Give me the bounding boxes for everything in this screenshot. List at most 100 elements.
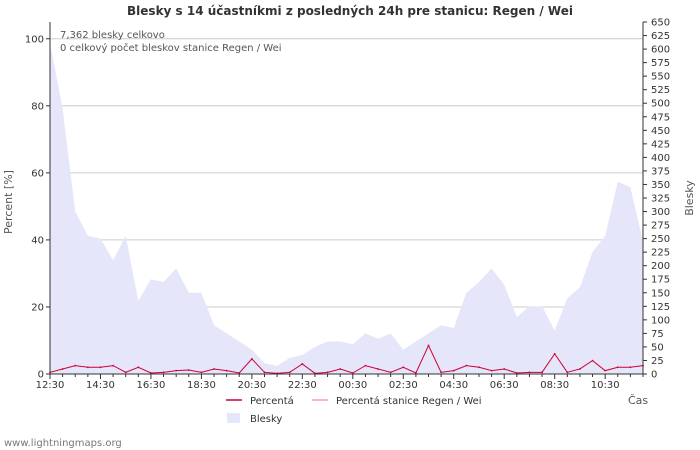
x-tick-label: 22:30 (288, 380, 317, 391)
y-right-tick-label: 225 (651, 248, 670, 259)
data-point-percenta (112, 364, 114, 367)
legend-label-percenta: Percentá (250, 395, 294, 407)
data-point-percenta (326, 371, 329, 374)
y-right-tick-label: 500 (651, 99, 670, 110)
data-point-percenta (99, 366, 102, 369)
area-layer (50, 43, 643, 375)
y-right-tick-label: 100 (651, 315, 670, 326)
data-point-percenta (414, 372, 417, 374)
x-tick-label: 18:30 (187, 380, 216, 391)
y-right-tick-label: 150 (651, 288, 670, 299)
x-tick-label: 06:30 (490, 380, 519, 391)
y-axis-right-label: Blesky (683, 180, 696, 216)
data-point-percenta (604, 369, 607, 372)
data-point-percenta (616, 366, 619, 369)
legend-swatch-blesky (227, 413, 240, 423)
data-point-percenta (591, 359, 594, 362)
data-point-percenta (301, 363, 304, 365)
footer-credit: www.lightningmaps.org (4, 438, 122, 449)
legend-label-percenta-stanice: Percentá stanice Regen / Wei (336, 395, 482, 407)
y-right-tick-label: 350 (651, 180, 670, 191)
y-right-tick-label: 575 (651, 58, 670, 69)
y-left-tick-label: 40 (31, 235, 44, 246)
data-point-percenta (162, 371, 165, 374)
data-point-percenta (465, 364, 468, 367)
annotation-total-strikes: 7,362 blesky celkovo (60, 30, 165, 41)
y-right-tick-label: 650 (651, 18, 670, 29)
annotation-station-strikes: 0 celkový počet bleskov stanice Regen / … (60, 42, 282, 54)
data-point-percenta (503, 368, 506, 370)
y-axis-left-label: Percent [%] (2, 170, 15, 234)
data-point-percenta (389, 371, 392, 374)
y-right-tick-label: 425 (651, 139, 670, 150)
data-point-percenta (137, 366, 140, 369)
y-left-tick-label: 80 (31, 101, 44, 112)
y-right-tick-label: 175 (651, 275, 670, 286)
x-tick-label: 12:30 (36, 380, 65, 391)
y-left-tick-label: 100 (25, 34, 44, 45)
chart-title: Blesky s 14 účastníkmi z posledných 24h … (127, 4, 573, 18)
x-tick-label: 14:30 (86, 380, 115, 391)
legend-label-blesky: Blesky (250, 414, 282, 425)
y-right-tick-label: 325 (651, 194, 670, 205)
data-point-percenta (452, 369, 455, 372)
y-right-tick-label: 50 (651, 342, 664, 353)
data-point-percenta (351, 372, 354, 374)
y-right-tick-label: 275 (651, 221, 670, 232)
series-line-percenta (49, 344, 644, 374)
data-point-percenta (213, 368, 215, 370)
x-tick-label: 20:30 (237, 380, 266, 391)
data-point-percenta (490, 369, 493, 372)
data-point-percenta (288, 371, 291, 374)
y-right-tick-label: 75 (651, 329, 664, 340)
y-right-tick-label: 600 (651, 45, 670, 56)
data-point-percenta (553, 352, 556, 355)
y-right-tick-label: 200 (651, 261, 670, 272)
y-right-tick-label: 375 (651, 166, 670, 177)
data-point-percenta (124, 371, 127, 374)
data-point-percenta (528, 371, 531, 374)
legend: Percentá Percentá stanice Regen / Wei Bl… (226, 395, 482, 425)
y-right-tick-label: 475 (651, 112, 670, 123)
x-axis-label: Čas (628, 394, 648, 407)
data-point-percenta (187, 369, 190, 371)
data-point-percenta (440, 371, 443, 374)
data-point-percenta (263, 371, 266, 374)
data-point-percenta (566, 371, 569, 374)
data-point-percenta (200, 371, 203, 374)
x-tick-label: 04:30 (439, 380, 468, 391)
data-point-percenta (515, 372, 518, 374)
y-right-tick-label: 125 (651, 302, 670, 313)
y-right-tick-label: 525 (651, 85, 670, 96)
data-point-percenta (402, 366, 405, 369)
axes: 0 20 40 60 80 100 0 25 50 75 100 125 150 175 200 225 250… (25, 18, 670, 392)
data-point-percenta (250, 358, 253, 360)
data-point-percenta (74, 364, 77, 367)
data-point-percenta (364, 364, 367, 367)
data-point-percenta (478, 366, 480, 369)
data-point-percenta (238, 372, 241, 374)
data-point-percenta (541, 371, 543, 374)
y-right-tick-label: 450 (651, 126, 670, 137)
y-right-tick-label: 0 (651, 370, 657, 381)
x-tick-label: 16:30 (137, 380, 166, 391)
y-right-tick-label: 400 (651, 153, 670, 164)
y-left-tick-label: 20 (31, 302, 44, 313)
x-tick-label: 00:30 (338, 380, 367, 391)
y-right-tick-label: 550 (651, 72, 670, 83)
y-right-tick-label: 625 (651, 31, 670, 42)
series-area-blesky (50, 43, 643, 375)
data-point-percenta (150, 372, 152, 374)
y-left-tick-label: 60 (31, 168, 44, 179)
y-left-tick-label: 0 (38, 370, 44, 381)
x-tick-label: 10:30 (591, 380, 620, 391)
data-point-percenta (175, 369, 178, 372)
data-point-percenta (225, 369, 228, 372)
data-point-percenta (339, 368, 342, 370)
data-point-percenta (427, 344, 430, 347)
data-point-percenta (377, 368, 379, 370)
data-point-percenta (579, 368, 581, 370)
y-right-tick-label: 300 (651, 207, 670, 218)
